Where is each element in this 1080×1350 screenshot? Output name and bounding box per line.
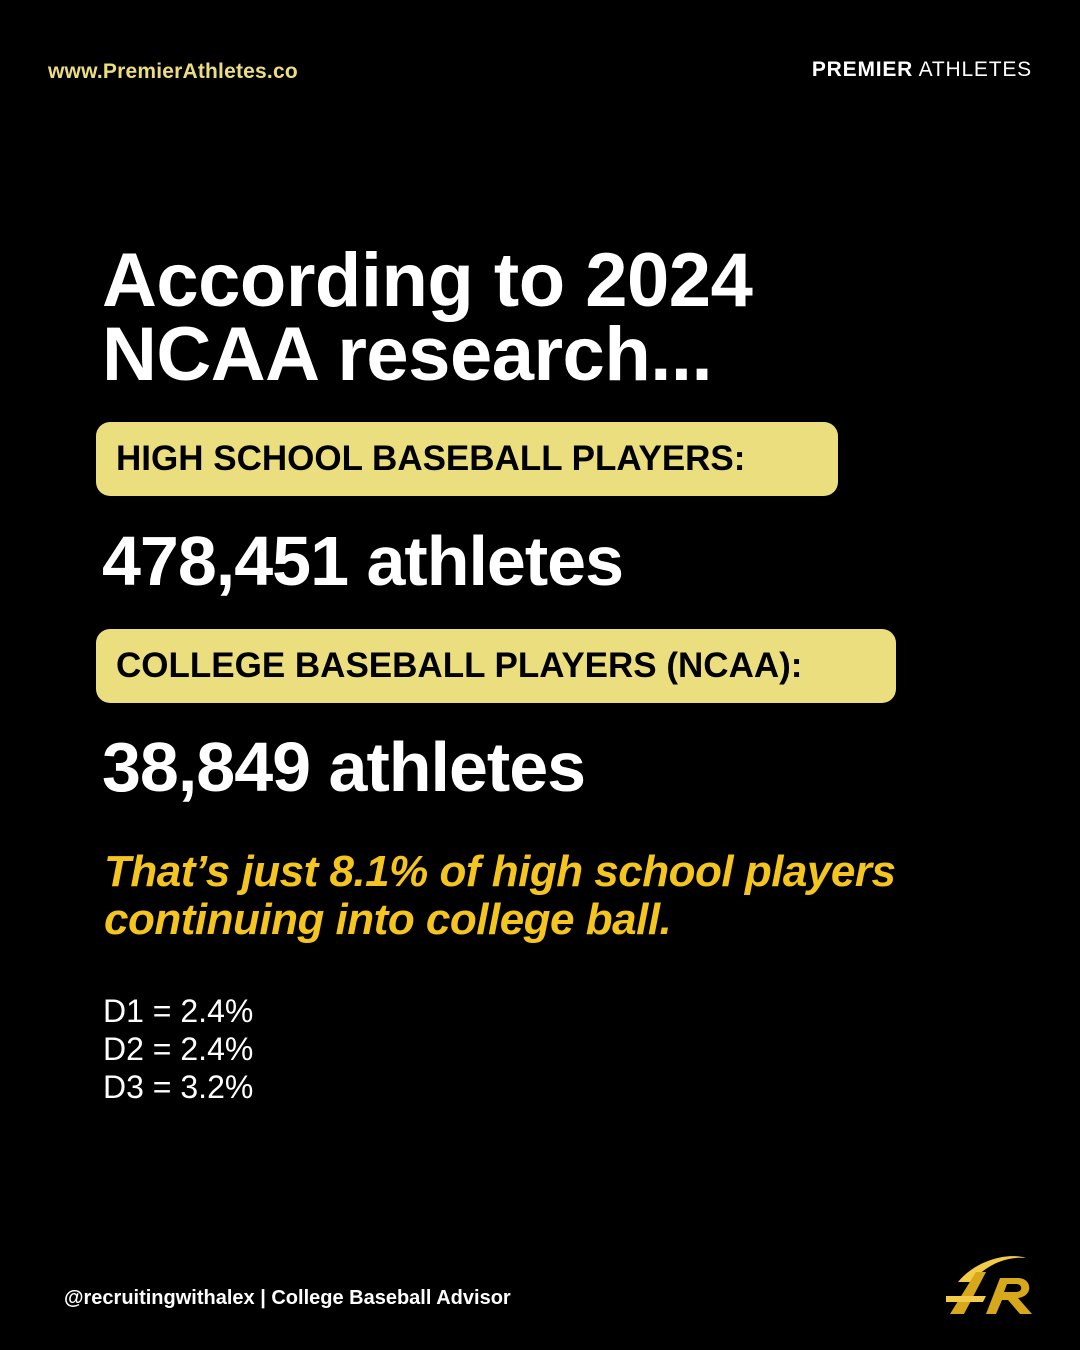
percentage-callout: That’s just 8.1% of high school players … — [104, 847, 896, 944]
college-count: 38,849 athletes — [102, 728, 586, 806]
division-d3: D3 = 3.2% — [103, 1069, 254, 1105]
headline: According to 2024 NCAA research... — [102, 238, 753, 397]
high-school-label-pill: HIGH SCHOOL BASEBALL PLAYERS: — [96, 422, 838, 496]
college-label-pill: COLLEGE BASEBALL PLAYERS (NCAA): — [96, 629, 896, 703]
division-d2: D2 = 2.4% — [103, 1031, 254, 1067]
brand-name: PREMIER ATHLETES — [812, 58, 1032, 82]
division-d1: D1 = 2.4% — [103, 993, 254, 1029]
division-breakdown: D1 = 2.4% D2 = 2.4% D3 = 3.2% — [103, 992, 253, 1106]
high-school-count: 478,451 athletes — [102, 522, 624, 600]
website-url: www.PremierAthletes.co — [48, 60, 298, 83]
footer-handle: @recruitingwithalex | College Baseball A… — [64, 1287, 511, 1309]
brand-name-light: ATHLETES — [913, 58, 1032, 81]
premier-athletes-logo-icon — [946, 1256, 1032, 1314]
brand-name-bold: PREMIER — [811, 58, 914, 81]
